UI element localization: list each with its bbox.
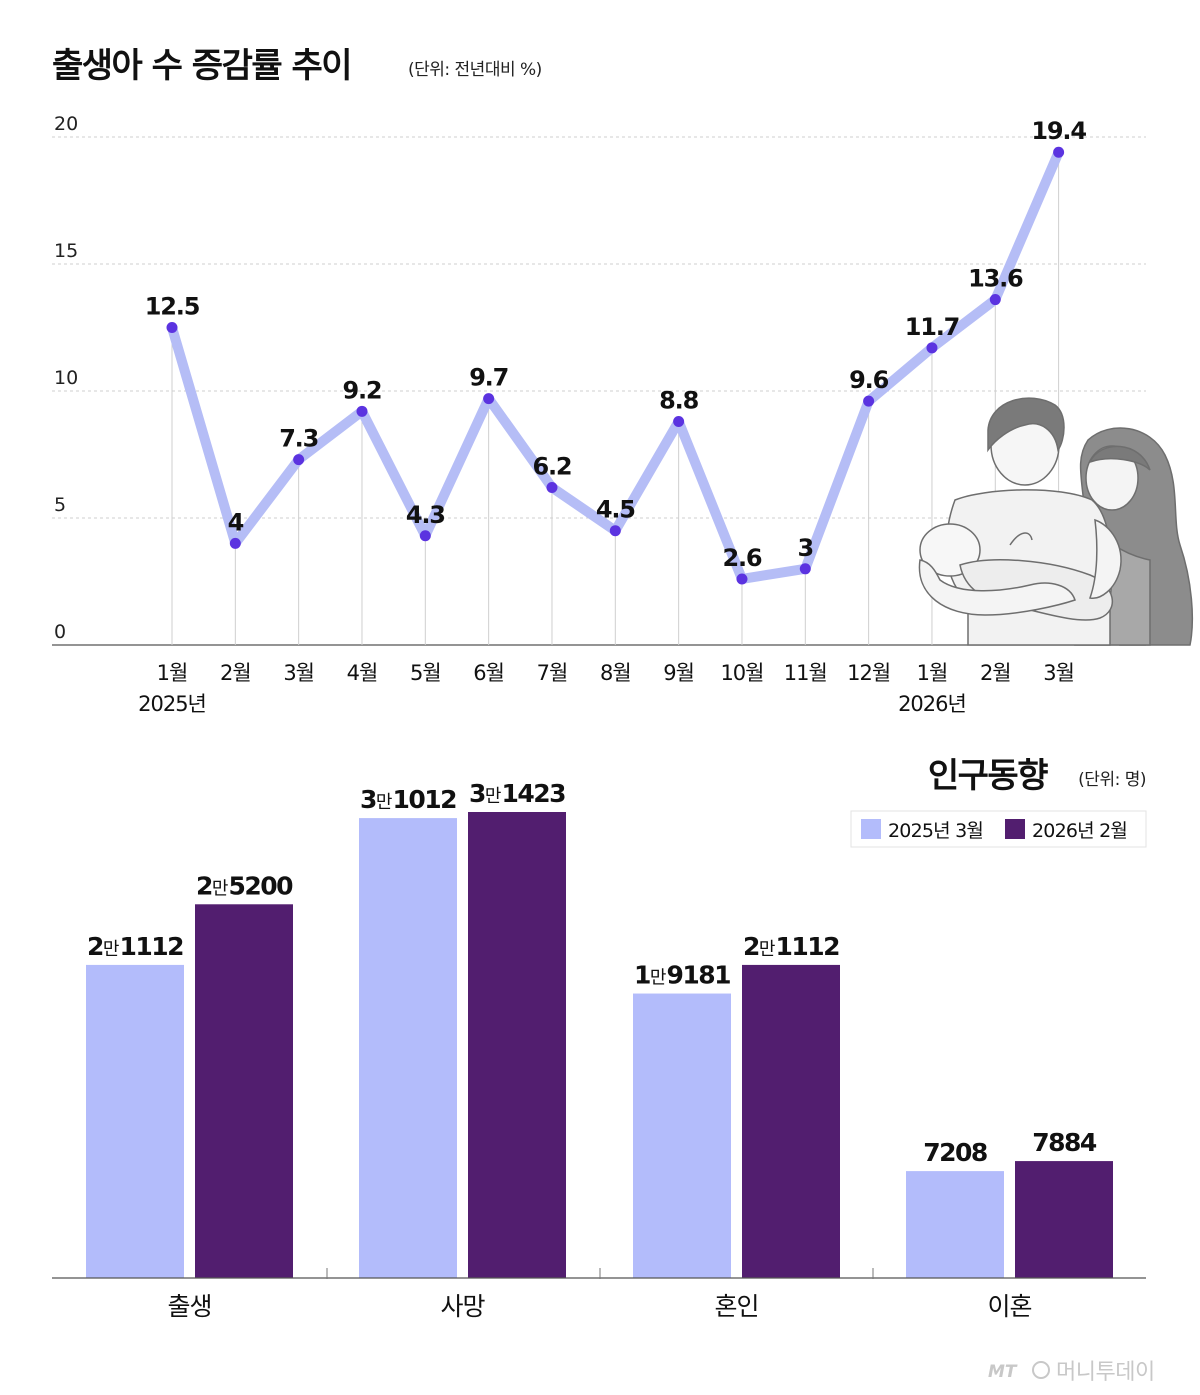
data-point bbox=[166, 322, 178, 333]
bar-value-label: 2만1112 bbox=[743, 932, 839, 961]
data-label: 2.6 bbox=[723, 544, 762, 572]
data-point bbox=[609, 525, 621, 537]
x-tick-label: 3월 bbox=[283, 661, 314, 685]
legend-label-2025-03: 2025년 3월 bbox=[888, 820, 983, 842]
bar-value-label: 7884 bbox=[1032, 1128, 1097, 1157]
x-tick-label: 12월 bbox=[847, 661, 890, 685]
bar-value-label: 2만5200 bbox=[196, 871, 293, 900]
legend-label-2026-02: 2026년 2월 bbox=[1032, 820, 1127, 842]
data-point bbox=[736, 573, 748, 585]
bar-category-label: 이혼 bbox=[987, 1292, 1031, 1321]
x-tick-label: 10월 bbox=[720, 661, 763, 685]
bar-value-label: 7208 bbox=[923, 1138, 987, 1167]
bar-chart-categories: 출생 사망 혼인 이혼 bbox=[167, 1292, 1032, 1321]
x-tick-label: 1월 bbox=[917, 661, 948, 685]
bar bbox=[195, 904, 293, 1278]
x-tick-label: 11월 bbox=[784, 661, 827, 685]
legend-swatch-2025-03 bbox=[861, 819, 881, 839]
data-label: 19.4 bbox=[1031, 117, 1086, 145]
x-tick-label: 3월 bbox=[1043, 661, 1074, 685]
x-tick-label: 5월 bbox=[410, 661, 441, 685]
line-chart-title: 출생아 수 증감률 추이 bbox=[52, 46, 351, 86]
bar-value-label: 2만1112 bbox=[87, 932, 183, 961]
line-chart-y-axis: 0 5 10 15 20 bbox=[54, 113, 78, 643]
parents-baby-illustration bbox=[918, 397, 1194, 646]
data-label: 12.5 bbox=[145, 293, 200, 321]
y-tick-label: 10 bbox=[54, 367, 78, 389]
x-tick-label: 6월 bbox=[473, 661, 504, 685]
bar-value-label: 3만1012 bbox=[360, 785, 456, 814]
publisher-watermark: MT 머니투데이 bbox=[988, 1360, 1155, 1385]
x-tick-label: 2월 bbox=[220, 661, 251, 685]
data-point bbox=[546, 482, 558, 494]
data-point bbox=[926, 342, 938, 354]
legend-swatch-2026-02 bbox=[1005, 819, 1025, 839]
bar bbox=[633, 993, 731, 1278]
bar bbox=[742, 964, 840, 1278]
bar bbox=[906, 1171, 1004, 1278]
bar-value-label: 3만1423 bbox=[469, 779, 565, 808]
data-label: 7.3 bbox=[279, 425, 318, 453]
data-point bbox=[483, 393, 495, 405]
y-tick-label: 5 bbox=[54, 494, 66, 516]
data-label: 13.6 bbox=[968, 265, 1023, 293]
line-chart-x-axis: 1월 2월 3월 4월 5월 6월 7월 8월 9월 10월 11월 12월 1월 2월 3월 bbox=[157, 661, 1075, 685]
year-label: 2026년 bbox=[898, 692, 966, 716]
bar-chart-legend: 2025년 3월 2026년 2월 bbox=[850, 810, 1147, 848]
watermark-text: 머니투데이 bbox=[1056, 1360, 1155, 1385]
data-label: 4 bbox=[228, 508, 244, 536]
data-label: 6.2 bbox=[533, 453, 572, 481]
bar bbox=[86, 964, 184, 1278]
x-tick-label: 4월 bbox=[347, 661, 378, 685]
bar-chart-value-labels: 2만1112 3만1012 1만9181 7208 2만5200 3만1423 2만1112… bbox=[87, 779, 1098, 1167]
line-chart-grid bbox=[52, 136, 1146, 646]
data-label: 4.3 bbox=[406, 501, 445, 529]
bar-chart-title: 인구동향 bbox=[928, 756, 1048, 796]
year-label: 2025년 bbox=[138, 692, 206, 716]
y-tick-label: 15 bbox=[54, 240, 78, 262]
x-tick-label: 8월 bbox=[600, 661, 631, 685]
bar bbox=[1015, 1161, 1113, 1278]
data-point bbox=[293, 454, 305, 466]
data-label: 9.7 bbox=[469, 364, 508, 392]
data-label: 9.2 bbox=[343, 376, 382, 404]
x-tick-label: 7월 bbox=[537, 661, 568, 685]
data-label: 3 bbox=[798, 534, 814, 562]
bar-chart-unit: (단위: 명) bbox=[1078, 770, 1146, 790]
bar-chart-axis bbox=[52, 1268, 1146, 1279]
data-point bbox=[356, 405, 368, 417]
data-point bbox=[229, 537, 241, 549]
legend-box bbox=[850, 810, 1147, 848]
bar-value-label: 1만9181 bbox=[634, 961, 730, 990]
data-point bbox=[799, 563, 811, 575]
y-tick-label: 0 bbox=[54, 621, 66, 643]
bar-category-label: 출생 bbox=[167, 1292, 211, 1321]
data-label: 9.6 bbox=[849, 366, 888, 394]
line-chart-marks: 12.5 4 7.3 9.2 4.3 9.7 6.2 4.5 8.8 2.6 3 9.6 11.7 13.… bbox=[145, 117, 1088, 585]
data-label: 11.7 bbox=[905, 313, 959, 341]
data-point bbox=[989, 294, 1001, 306]
bar-category-label: 사망 bbox=[440, 1292, 485, 1321]
line-chart-unit: (단위: 전년대비 %) bbox=[408, 60, 542, 80]
data-label: 8.8 bbox=[659, 386, 698, 414]
x-tick-label: 2월 bbox=[980, 661, 1011, 685]
bar-category-label: 혼인 bbox=[714, 1292, 758, 1321]
line-chart-year-labels: 2025년 2026년 bbox=[138, 692, 967, 716]
data-label: 4.5 bbox=[596, 496, 635, 524]
data-point bbox=[673, 415, 685, 427]
bar-chart-bars bbox=[86, 812, 1113, 1278]
data-point bbox=[419, 530, 431, 542]
bar bbox=[468, 812, 566, 1278]
watermark-mark: MT bbox=[988, 1362, 1018, 1382]
y-tick-label: 20 bbox=[54, 113, 78, 135]
x-tick-label: 9월 bbox=[663, 661, 694, 685]
x-tick-label: 1월 bbox=[157, 661, 188, 685]
bar bbox=[359, 818, 457, 1278]
data-point bbox=[1053, 146, 1065, 158]
data-point bbox=[863, 395, 875, 407]
watermark-logo-icon bbox=[1032, 1361, 1050, 1379]
